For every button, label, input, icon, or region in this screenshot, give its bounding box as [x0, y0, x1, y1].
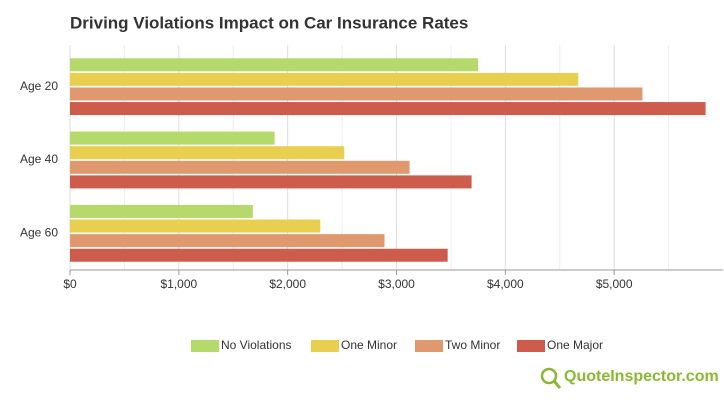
- legend-swatch: [517, 340, 545, 352]
- legend-label: Two Minor: [445, 338, 500, 352]
- bar: [70, 131, 275, 145]
- y-tick-label: Age 60: [20, 226, 58, 240]
- logo-icon: [540, 367, 562, 389]
- x-tick-label: $4,000: [487, 277, 524, 291]
- legend-label: One Major: [547, 338, 603, 352]
- bar: [70, 248, 448, 262]
- x-tick-label: $2,000: [269, 277, 306, 291]
- legend-swatch: [311, 340, 339, 352]
- bar: [70, 146, 345, 160]
- bar: [70, 234, 385, 248]
- bar: [70, 102, 706, 116]
- bar: [70, 160, 410, 174]
- watermark: QuoteInspector.com: [564, 368, 719, 385]
- y-tick-label: Age 40: [20, 152, 58, 166]
- bar: [70, 204, 253, 218]
- chart-title: Driving Violations Impact on Car Insuran…: [70, 13, 468, 32]
- x-tick-label: $1,000: [160, 277, 197, 291]
- bar: [70, 58, 479, 72]
- bar: [70, 72, 579, 86]
- bar: [70, 219, 321, 233]
- legend-swatch: [191, 340, 219, 352]
- x-tick-label: $5,000: [596, 277, 633, 291]
- x-tick-label: $0: [63, 277, 77, 291]
- legend-label: No Violations: [221, 338, 292, 352]
- x-tick-label: $3,000: [378, 277, 415, 291]
- legend-label: One Minor: [341, 338, 397, 352]
- bar: [70, 87, 643, 101]
- bar: [70, 175, 472, 189]
- legend-swatch: [415, 340, 443, 352]
- y-tick-label: Age 20: [20, 79, 58, 93]
